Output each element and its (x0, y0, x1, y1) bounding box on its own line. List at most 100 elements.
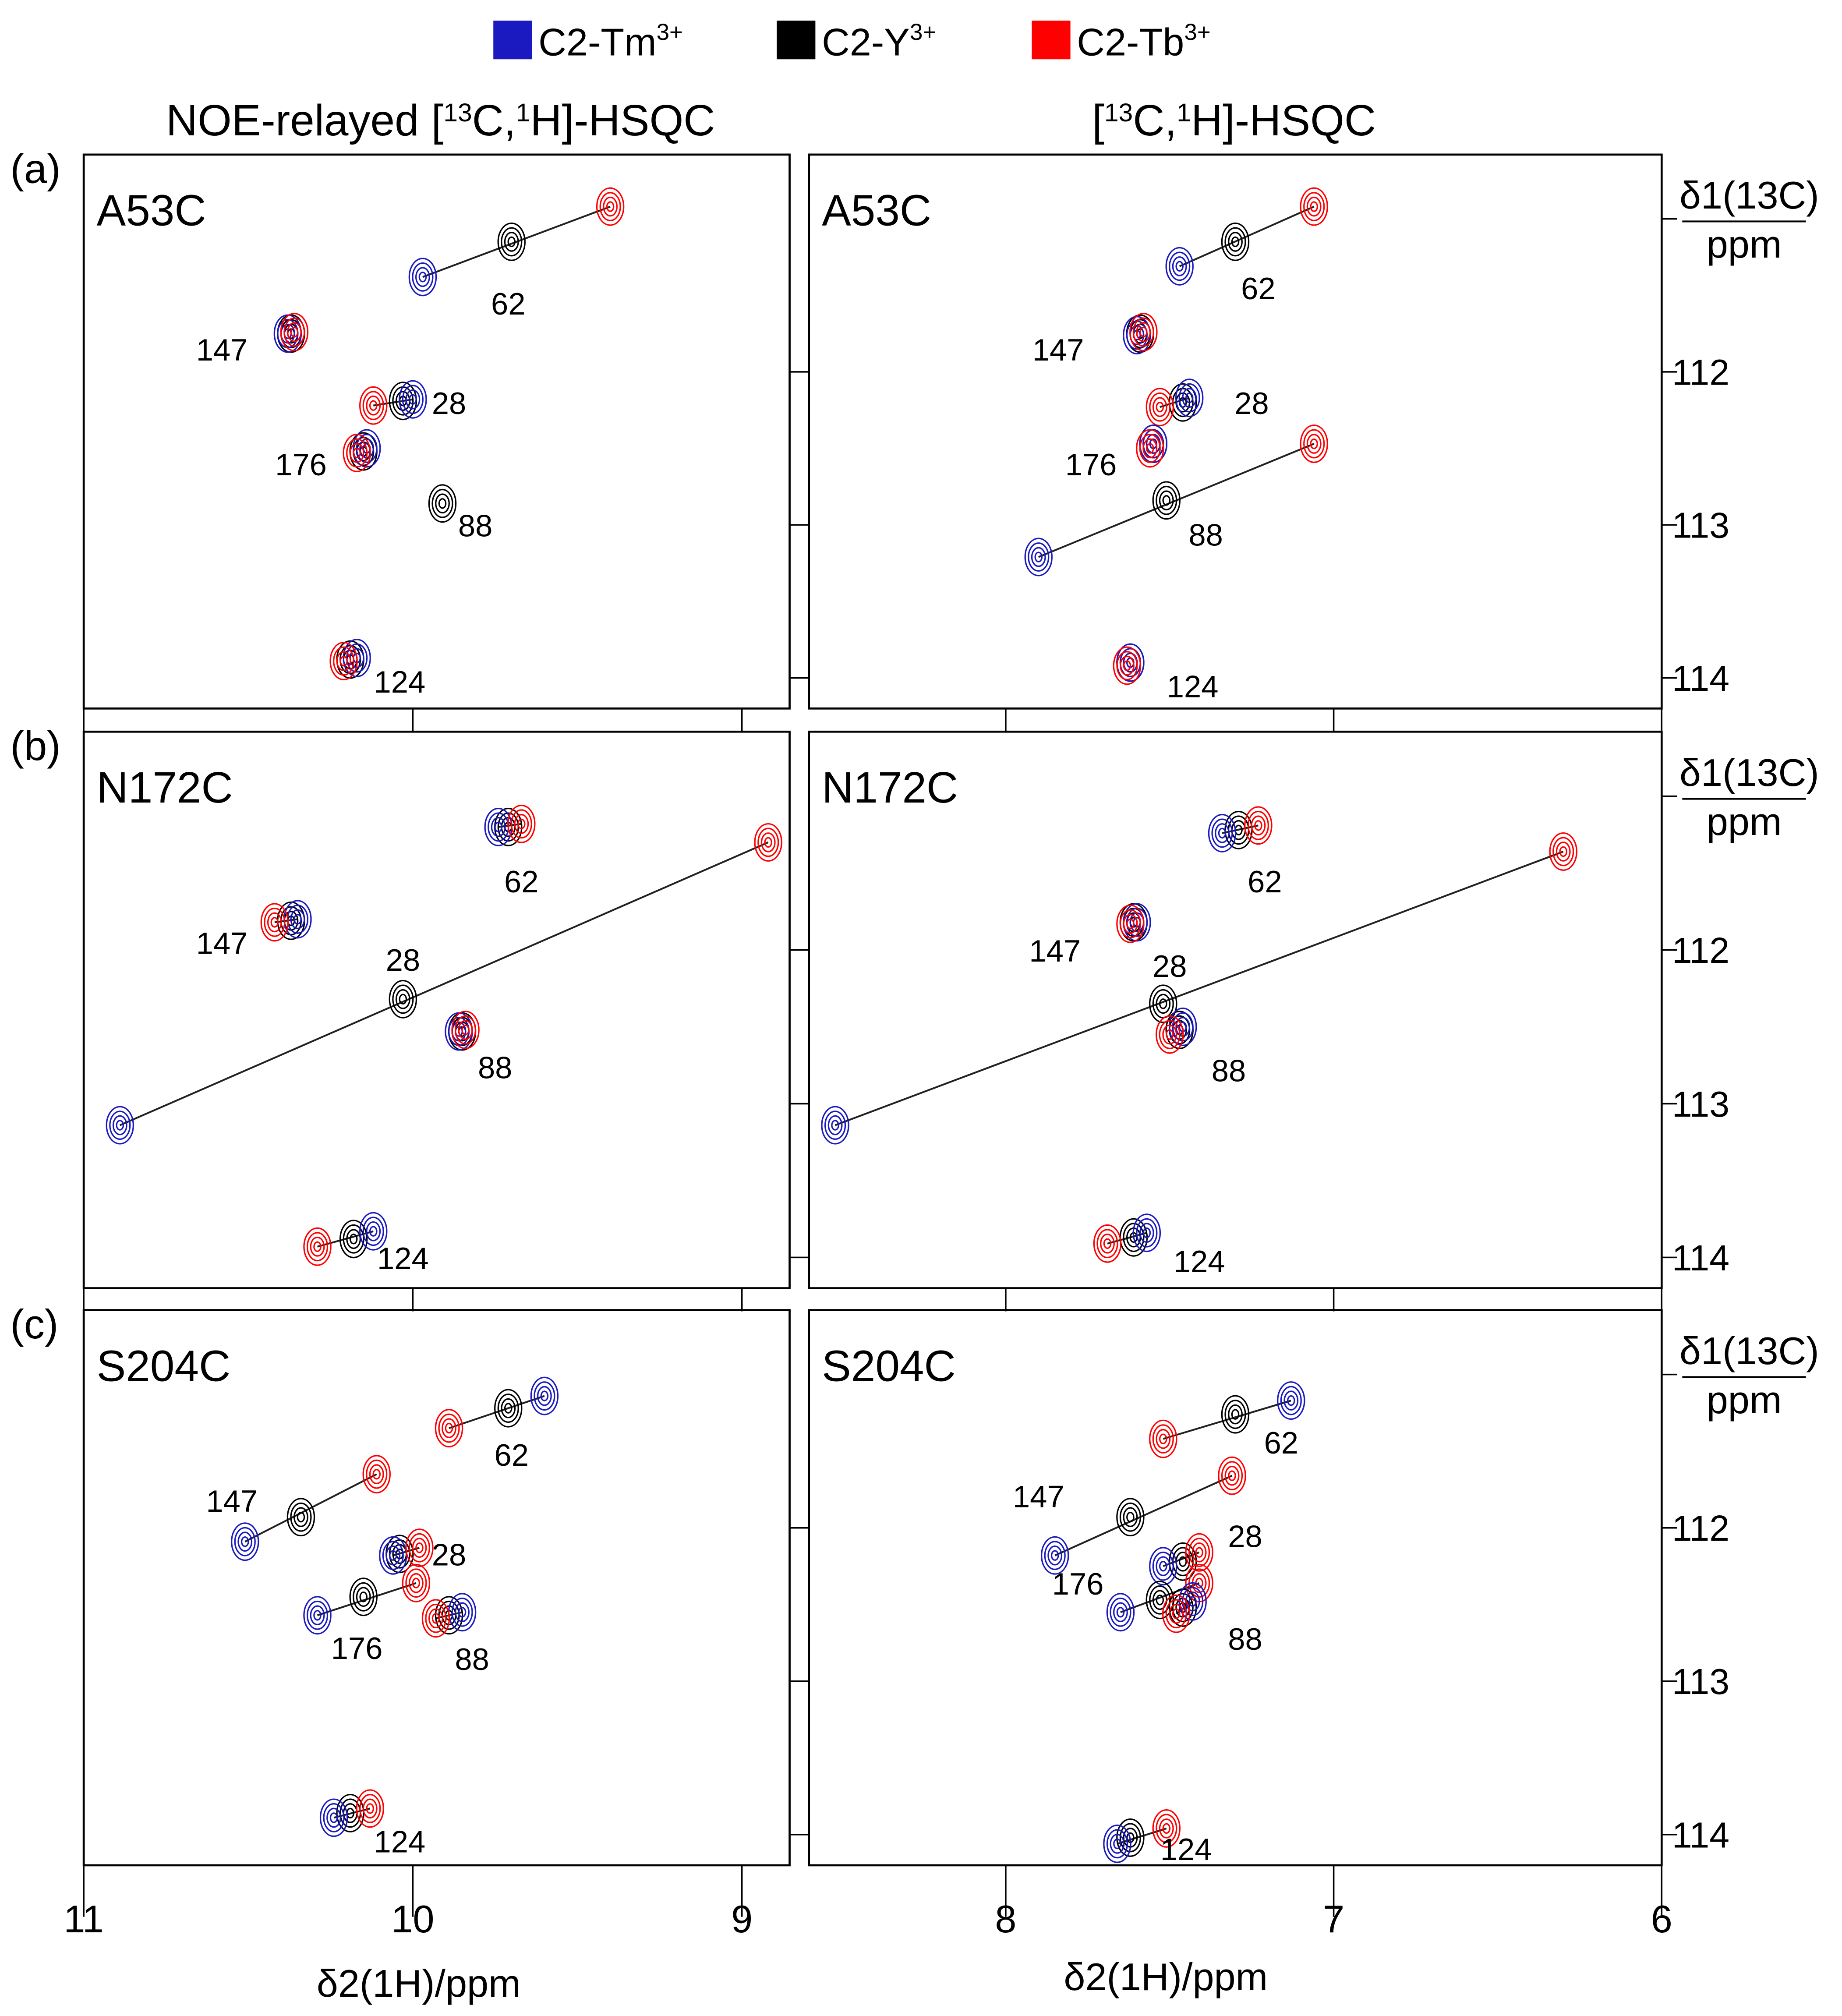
contour-level (1129, 313, 1158, 352)
contour-level (1116, 651, 1138, 680)
contour-level (1306, 196, 1322, 217)
contour-level (405, 1528, 434, 1567)
contour-level (362, 391, 384, 421)
contour-level (1169, 1008, 1197, 1046)
contour-level (1303, 429, 1325, 459)
contour-level (1126, 1512, 1135, 1523)
mutant-label: A53C (822, 186, 931, 235)
contour-level (507, 804, 536, 843)
contour-level (1149, 1547, 1177, 1586)
contour-level (1159, 998, 1167, 1009)
contour-level (1116, 1818, 1145, 1857)
contour-level (1119, 909, 1141, 939)
contour-level (1047, 1545, 1063, 1566)
contour-level (1303, 192, 1325, 222)
contour-level (1123, 660, 1131, 671)
contour-level (445, 1422, 453, 1434)
contour-level (1152, 481, 1181, 520)
contour-level (1113, 1602, 1128, 1623)
peak-28-Tb (1146, 388, 1174, 427)
contour-level (310, 1237, 325, 1257)
contour-level (264, 908, 286, 937)
y-tick-label: 113 (1672, 1662, 1729, 1702)
contour-level (1024, 538, 1053, 577)
contour-level (1156, 1556, 1171, 1577)
contour-level (1034, 552, 1043, 562)
contour-level (431, 1613, 440, 1624)
contour-level (290, 1502, 312, 1532)
y-axis-unit: ppm (1707, 223, 1782, 266)
contour-level (501, 1398, 516, 1418)
contour-level (458, 1607, 467, 1618)
contour-level (1149, 984, 1177, 1023)
contour-level (1119, 1502, 1141, 1532)
residue-label-28: 28 (432, 1538, 466, 1572)
peak-28-Tm (821, 1106, 849, 1145)
contour-level (359, 1212, 388, 1251)
contour-level (359, 386, 388, 425)
panels: (a) A53C 62 147 28 176 88 124 A53C 62 147 28 176 88 12… (11, 146, 1663, 1867)
contour-level (1221, 1395, 1250, 1434)
peak-28-Tm (399, 380, 427, 419)
contour-level (333, 646, 355, 676)
peak-28-Tm (1149, 1547, 1177, 1586)
residue-label-147: 147 (196, 926, 248, 960)
contour-level (451, 1011, 480, 1049)
contour-level (1159, 1818, 1174, 1839)
contour-level (1103, 1824, 1131, 1863)
pcs-line-147 (244, 1473, 377, 1543)
residue-label-147: 147 (1029, 934, 1081, 968)
contour-level (1549, 832, 1577, 871)
contour-level (1228, 1404, 1243, 1425)
contour-level (362, 1217, 384, 1246)
contour-level (310, 1605, 325, 1626)
contour-level (283, 317, 305, 347)
contour-level (1211, 818, 1233, 848)
panel-A53C-noe: A53C 62 147 28 176 88 124 (82, 153, 791, 710)
peak-28-Tm (379, 1536, 407, 1575)
contour-level (231, 1522, 259, 1561)
peak-62-Tm (530, 1376, 559, 1415)
contour-level (494, 1389, 523, 1428)
contour-level (1169, 1603, 1184, 1624)
contour-level (234, 1527, 256, 1556)
contour-level (1188, 1596, 1197, 1607)
peak-176-Tb (402, 1563, 431, 1602)
contour-level (382, 1541, 404, 1570)
contour-level (362, 1455, 391, 1494)
contour-level (369, 1226, 378, 1237)
residue-label-28: 28 (1228, 1519, 1262, 1554)
contour-level (497, 223, 526, 261)
peak-62-Tb (596, 187, 625, 226)
contour-level (1159, 1020, 1181, 1049)
peak-147-Tb (1116, 904, 1145, 943)
peak-88-Tb (1162, 1594, 1191, 1633)
contour-level (1310, 201, 1318, 212)
peak-62-Tb (507, 804, 536, 843)
residue-label-62: 62 (1264, 1425, 1299, 1460)
contour-level (323, 1803, 345, 1832)
peak-28-Tb (1549, 832, 1577, 871)
panel-letter: (c) (11, 1301, 59, 1347)
contour-level (1106, 1593, 1135, 1632)
residue-label-62: 62 (1248, 864, 1282, 899)
contour-level (1146, 443, 1154, 454)
contour-level (1152, 1551, 1174, 1581)
peak-28-Y (389, 980, 417, 1019)
contour-level (1156, 1429, 1171, 1449)
contour-level (1119, 1823, 1141, 1853)
contour-level (412, 1538, 427, 1558)
residue-label-28: 28 (1153, 949, 1187, 983)
residue-label-88: 88 (1228, 1622, 1262, 1656)
contour-level (1185, 1533, 1213, 1572)
contour-level (1306, 434, 1322, 454)
peak-62-Tm (1208, 813, 1237, 852)
panel-frame (808, 1309, 1663, 1867)
contour-level (435, 1596, 463, 1635)
contour-level (1044, 1541, 1066, 1570)
peak-147-Tm (231, 1522, 259, 1561)
contour-level (824, 1111, 846, 1140)
contour-level (290, 909, 305, 930)
contour-level (1175, 378, 1204, 417)
panel-frame (82, 153, 791, 710)
